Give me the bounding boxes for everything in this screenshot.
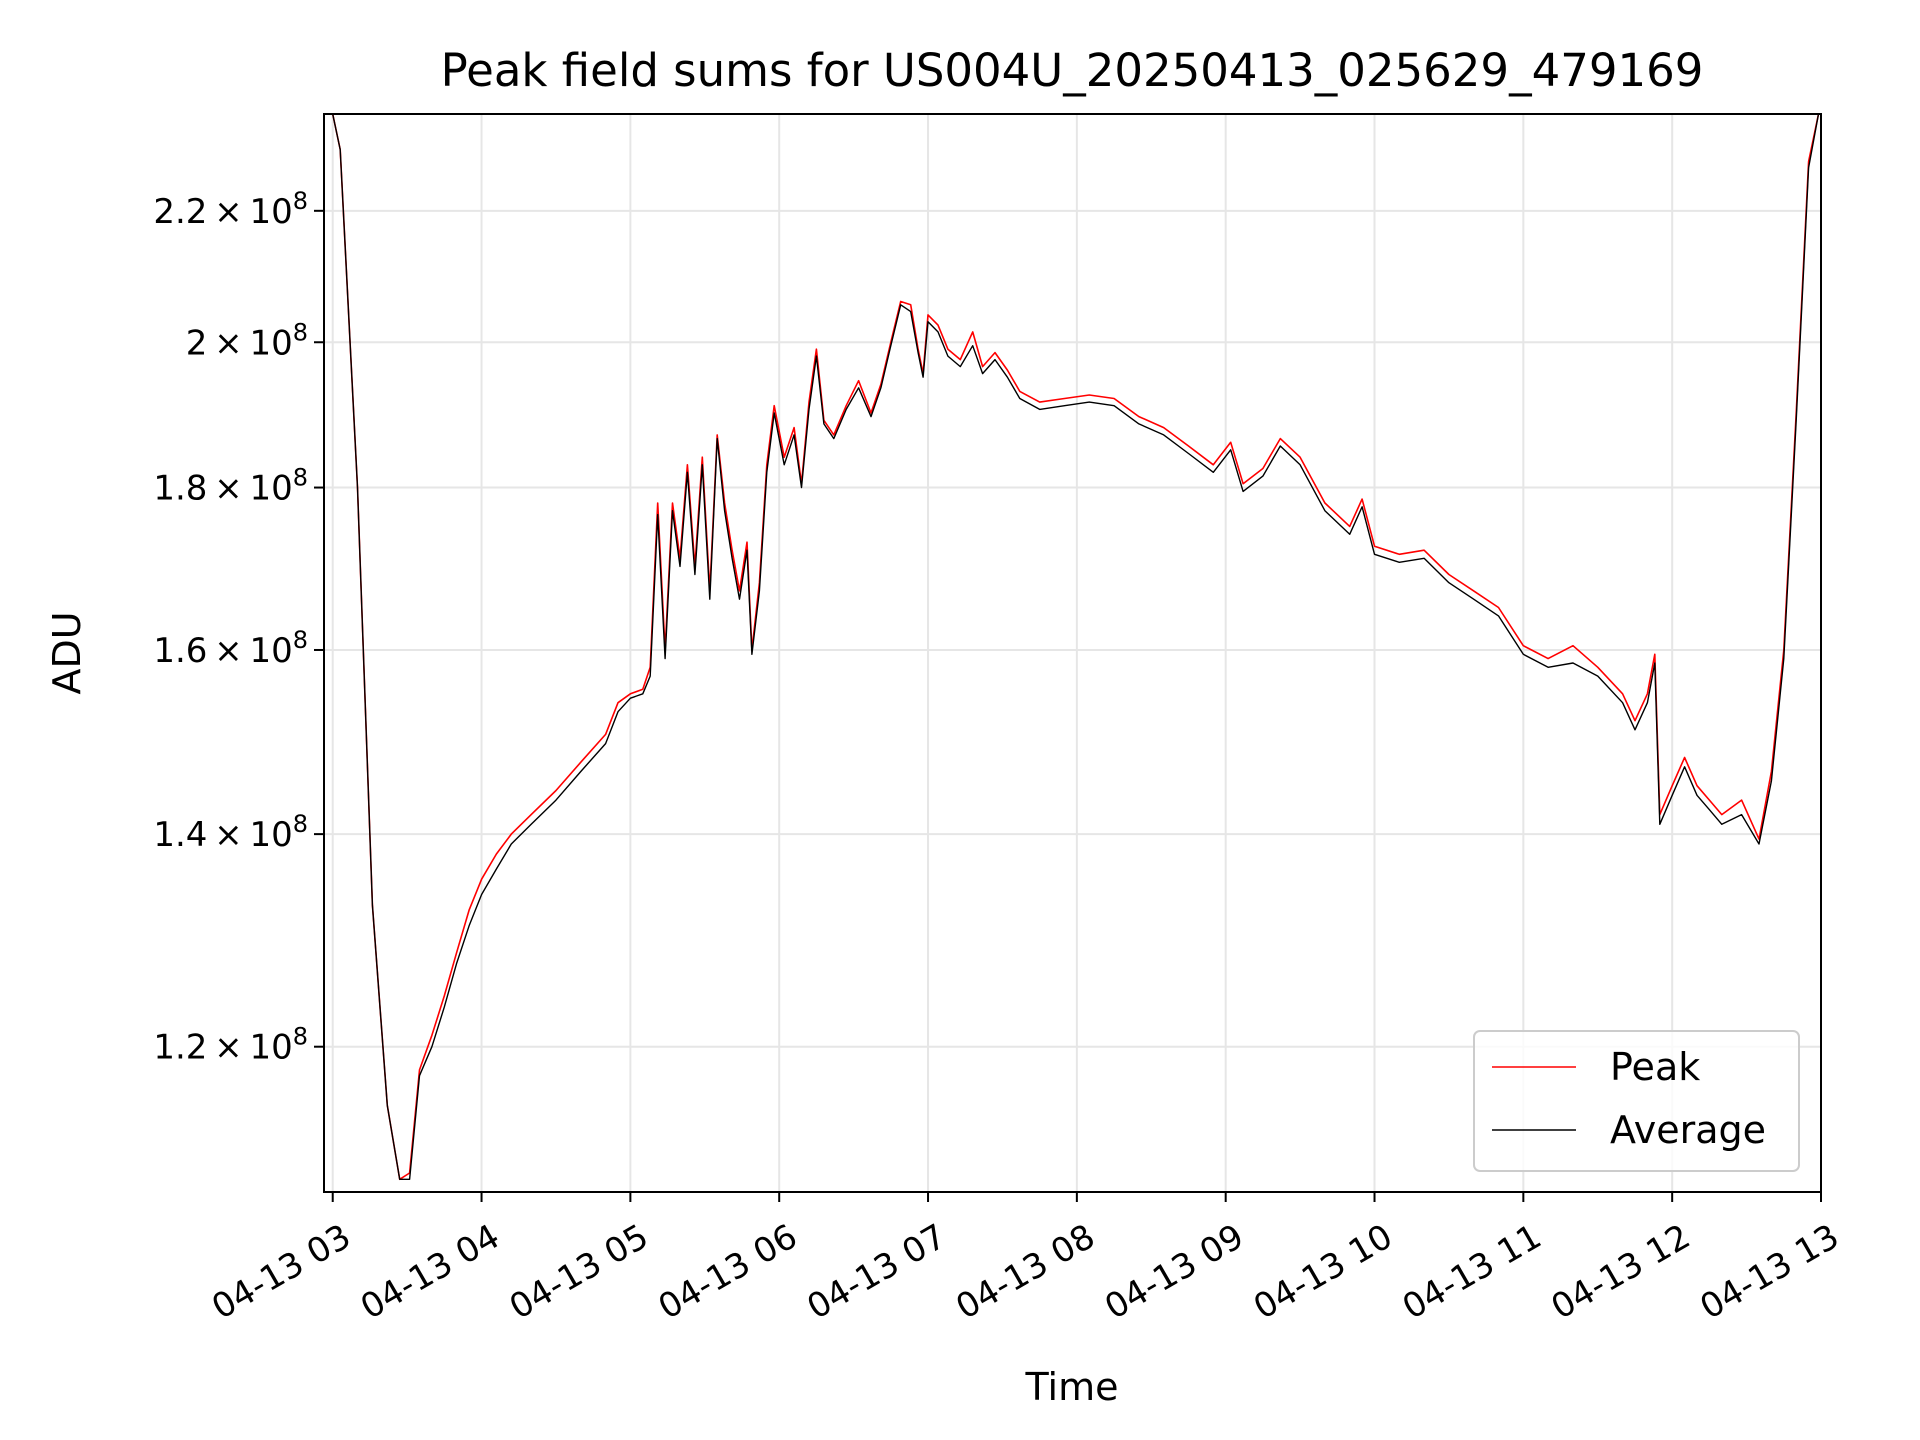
x-tick-label: 04-13 13 [1694,1217,1846,1328]
x-tick-label: 04-13 10 [1247,1217,1399,1328]
series-line-peak [324,114,1820,1181]
x-tick-label: 04-13 03 [205,1217,357,1328]
x-tick-label: 04-13 08 [949,1217,1101,1328]
legend: Peak Average [1473,1030,1800,1172]
x-axis-label: Time [1025,1365,1119,1409]
x-tick-label: 04-13 11 [1396,1217,1548,1328]
x-tick-label: 04-13 07 [801,1217,953,1328]
y-axis-label: ADU [45,611,89,694]
series-line-average [324,114,1820,1180]
legend-label-peak: Peak [1610,1045,1700,1089]
y-tick-label: 1.4 × 108 [153,810,308,855]
x-tick-label: 04-13 04 [354,1217,506,1328]
y-tick-label: 2.2 × 108 [153,187,308,232]
x-tick-label: 04-13 12 [1545,1217,1697,1328]
series-layer [324,114,1820,1181]
x-tick-label: 04-13 06 [652,1217,804,1328]
chart-title: Peak field sums for US004U_20250413_0256… [441,44,1704,97]
y-tick-label: 1.8 × 108 [153,464,308,509]
legend-label-average: Average [1610,1108,1766,1152]
y-tick-label: 1.2 × 108 [153,1023,308,1068]
legend-box [1473,1030,1800,1172]
y-ticks-layer: 1.2 × 108 1.4 × 108 1.6 × 108 1.8 × 108 2 × … [153,187,324,1068]
y-tick-label: 2 × 108 [186,318,308,363]
plot-frame [323,113,1822,1193]
x-tick-label: 04-13 09 [1098,1217,1250,1328]
y-tick-label: 1.6 × 108 [153,626,308,671]
x-tick-label: 04-13 05 [503,1217,655,1328]
